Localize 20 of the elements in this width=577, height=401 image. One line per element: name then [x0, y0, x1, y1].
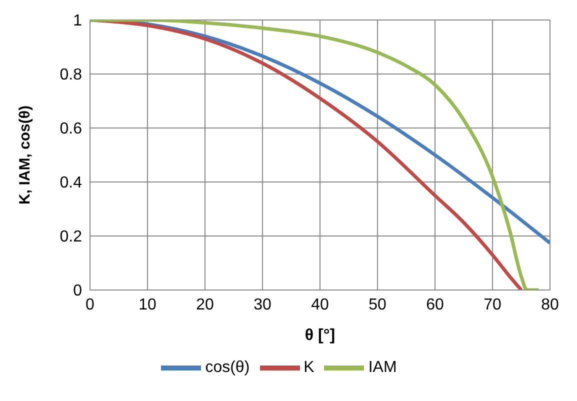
legend-label: IAM [368, 359, 397, 376]
x-tick-label: 40 [311, 296, 329, 314]
y-tick-label: 0.6 [60, 120, 82, 138]
x-tick-label: 60 [426, 296, 444, 314]
y-tick-label: 0.4 [60, 174, 82, 192]
legend-label: cos(θ) [205, 359, 250, 376]
y-tick-label: 0.2 [60, 228, 82, 246]
y-tick-label: 1 [73, 12, 82, 30]
x-tick-label: 50 [368, 296, 386, 314]
y-tick-label: 0 [73, 282, 82, 300]
x-tick-label: 0 [86, 296, 95, 314]
legend-label: K [304, 359, 314, 376]
x-tick-label: 10 [138, 296, 156, 314]
y-tick-label: 0.8 [60, 66, 82, 84]
x-tick-label: 20 [196, 296, 214, 314]
x-tick-label: 80 [541, 296, 559, 314]
x-axis-title: θ [°] [304, 327, 336, 344]
x-tick-label: 30 [254, 296, 272, 314]
x-tick-label: 70 [484, 296, 502, 314]
y-axis-title: K, IAM, cos(θ) [16, 106, 34, 204]
